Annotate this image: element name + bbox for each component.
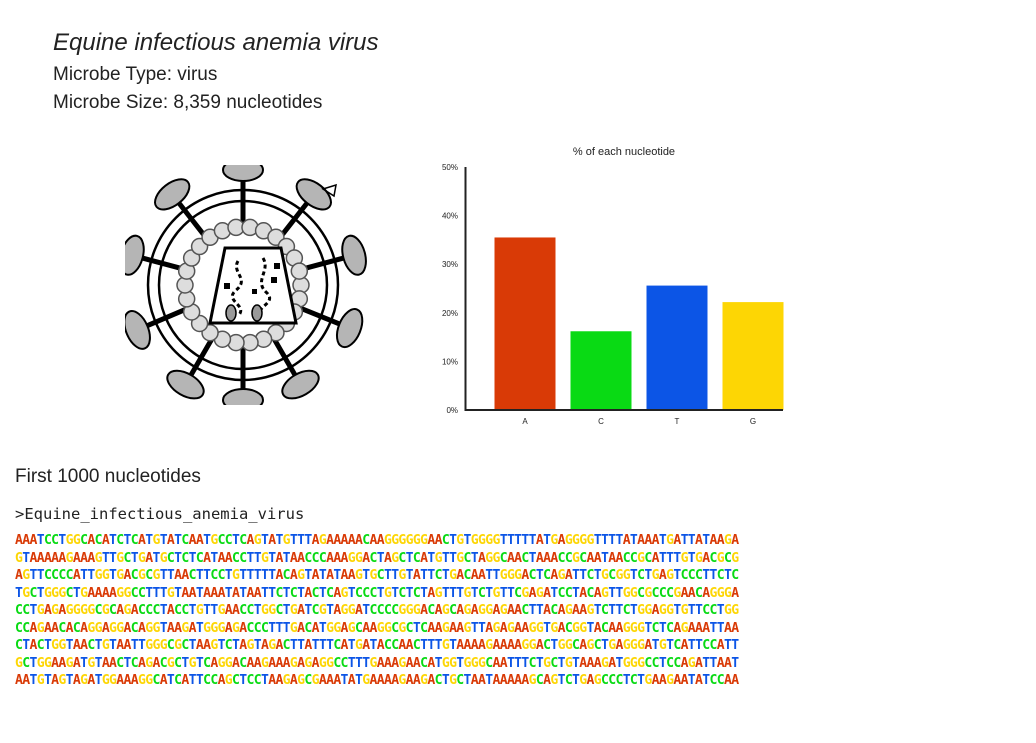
virus-diagram-icon [125, 165, 367, 405]
sequence-line: CCTGAGAGGGGCGCAGACCCTACCTGTTGAACCTGGCTGA… [15, 603, 739, 618]
y-tick-label: 10% [442, 357, 458, 366]
sequence-line: TGCTGGGCTGAAAAGGCCTTTGTAATAAATATAATTCTCT… [15, 585, 739, 601]
bar-G [722, 302, 784, 410]
y-tick-label: 0% [446, 406, 458, 415]
sequence-block: AAATCCTGGCACATCTCATGTATCAATGCCTCAGTATGTT… [15, 532, 1027, 690]
y-tick-label: 20% [442, 309, 458, 318]
nucleotide-chart: % of each nucleotide 0% 10% 20% 30% 40% 50% A… [442, 146, 784, 426]
y-tick-label: 30% [442, 260, 458, 269]
bar-T [646, 285, 708, 410]
page-title: Equine infectious anemia virus [53, 29, 379, 56]
microbe-size: Microbe Size: 8,359 nucleotides [53, 92, 323, 113]
bar-A [494, 237, 556, 410]
sequence-line: GTAAAAAGAAAGTTGCTGATGCTCTCATAACCTTGTATAA… [15, 550, 739, 566]
x-tick-label: C [598, 417, 604, 426]
bar-C [570, 331, 632, 410]
fasta-header: >Equine_infectious_anemia_virus [15, 505, 305, 523]
sequence-line: CTACTGGTAACTGTAATTGGGCGCTAAGTCTAGTAGACTT… [15, 638, 739, 653]
sequence-line: CCAGAACACAGGAGGACAGGTAAGATGGGAGACCCTTTGA… [15, 620, 739, 636]
sequence-line: GCTGGAAGATGTAACTCAGACGCTGTCAGGACAAGAAAGA… [15, 655, 739, 671]
x-tick-label: A [522, 417, 528, 426]
sequence-line: AATGTAGTAGATGGAAAGGCATCATTCCAGCTCCTAAGAG… [15, 673, 739, 688]
microbe-type: Microbe Type: virus [53, 64, 218, 85]
chart-title: % of each nucleotide [573, 146, 675, 158]
y-tick-label: 40% [442, 212, 458, 221]
x-tick-label: G [750, 417, 756, 426]
x-tick-label: T [675, 417, 680, 426]
sequence-heading: First 1000 nucleotides [15, 466, 201, 487]
sequence-line: AAATCCTGGCACATCTCATGTATCAATGCCTCAGTATGTT… [15, 533, 739, 548]
sequence-line: AGTTCCCCATTGGTGACGCGTTAACTTCCTGTTTTTACAG… [15, 568, 739, 583]
y-tick-label: 50% [442, 163, 458, 172]
